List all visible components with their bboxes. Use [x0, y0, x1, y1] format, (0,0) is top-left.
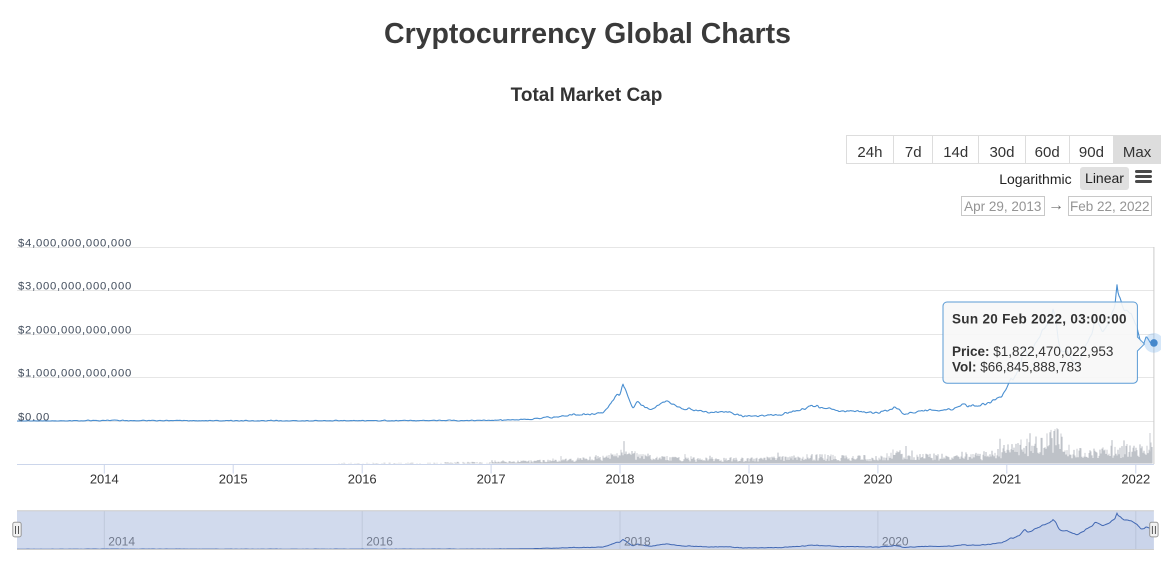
svg-text:2020: 2020	[863, 471, 892, 486]
svg-text:2021: 2021	[992, 471, 1021, 486]
svg-text:Price: $1,822,470,022,953: Price: $1,822,470,022,953	[952, 344, 1113, 359]
svg-text:$4,000,000,000,000: $4,000,000,000,000	[18, 237, 132, 249]
svg-text:$1,000,000,000,000: $1,000,000,000,000	[18, 367, 132, 379]
svg-text:2018: 2018	[606, 471, 635, 486]
svg-text:2014: 2014	[90, 471, 119, 486]
svg-text:$0.00: $0.00	[18, 411, 50, 423]
svg-text:2018: 2018	[624, 535, 651, 549]
svg-text:2016: 2016	[348, 471, 377, 486]
svg-text:Sun 20 Feb 2022, 03:00:00: Sun 20 Feb 2022, 03:00:00	[952, 312, 1127, 327]
svg-text:2017: 2017	[477, 471, 506, 486]
svg-text:2022: 2022	[1121, 471, 1150, 486]
svg-text:2019: 2019	[735, 471, 764, 486]
svg-text:$3,000,000,000,000: $3,000,000,000,000	[18, 280, 132, 292]
svg-text:2016: 2016	[366, 535, 393, 549]
svg-text:2020: 2020	[882, 535, 909, 549]
svg-text:$2,000,000,000,000: $2,000,000,000,000	[18, 324, 132, 336]
svg-text:2014: 2014	[108, 535, 135, 549]
svg-text:Vol: $66,845,888,783: Vol: $66,845,888,783	[952, 359, 1082, 374]
svg-text:2015: 2015	[219, 471, 248, 486]
